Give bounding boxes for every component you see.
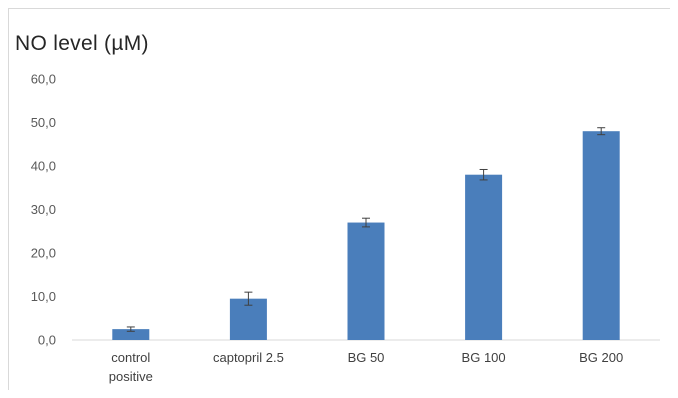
x-tick-label: captopril 2.5: [213, 350, 284, 365]
y-tick-label: 10,0: [31, 289, 56, 304]
y-tick-label: 40,0: [31, 159, 56, 174]
chart-title: NO level (µM): [15, 32, 149, 55]
bar: [465, 174, 503, 340]
y-tick-label: 0,0: [38, 333, 56, 348]
bar: [112, 329, 150, 340]
x-tick-label: BG 50: [348, 350, 385, 365]
x-tick-label: control positive: [109, 350, 153, 384]
y-tick-label: 30,0: [31, 202, 56, 217]
x-tick-label: BG 100: [462, 350, 506, 365]
y-tick-label: 20,0: [31, 246, 56, 261]
x-tick-label: BG 200: [579, 350, 623, 365]
y-tick-label: 50,0: [31, 115, 56, 130]
bar: [582, 131, 620, 340]
y-tick-label: 60,0: [31, 72, 56, 87]
bar: [347, 222, 385, 340]
chart-frame: [8, 8, 670, 390]
